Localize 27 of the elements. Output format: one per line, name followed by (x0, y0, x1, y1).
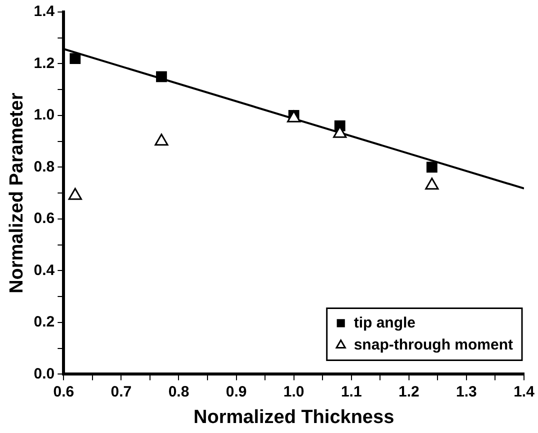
x-tick-label: 0.8 (168, 383, 190, 400)
point (68, 188, 82, 200)
point (156, 71, 167, 82)
x-tick-label: 0.6 (53, 383, 74, 400)
point (426, 162, 438, 173)
legend-label: snap-through moment (354, 336, 514, 354)
x-tick-label: 1.2 (398, 383, 420, 400)
x-tick-label: 1.1 (340, 383, 362, 400)
x-tick-label: 0.9 (226, 383, 247, 400)
y-tick-label: 0.2 (34, 314, 55, 331)
point (425, 178, 439, 190)
y-tick-label: 1.4 (34, 3, 56, 20)
y-tick-label: 1.2 (34, 54, 55, 72)
x-tick-label: 1.3 (456, 383, 477, 400)
y-tick-label: 0.4 (34, 262, 56, 279)
x-tick-label: 1.0 (283, 383, 304, 400)
y-tick-label: 0.8 (34, 158, 55, 176)
y-tick-label: 0.6 (34, 210, 55, 228)
x-tick-label: 1.4 (514, 383, 536, 400)
point (154, 134, 168, 146)
y-tick-label: 1.0 (34, 106, 55, 124)
x-tick-label: 0.7 (110, 383, 132, 400)
point (70, 53, 81, 64)
legend-label: tip angle (354, 314, 416, 332)
x-axis-title: Normalized Thickness (194, 406, 394, 428)
y-axis-title: Normalized Parameter (6, 92, 28, 294)
y-tick-label: 0.0 (34, 365, 55, 382)
